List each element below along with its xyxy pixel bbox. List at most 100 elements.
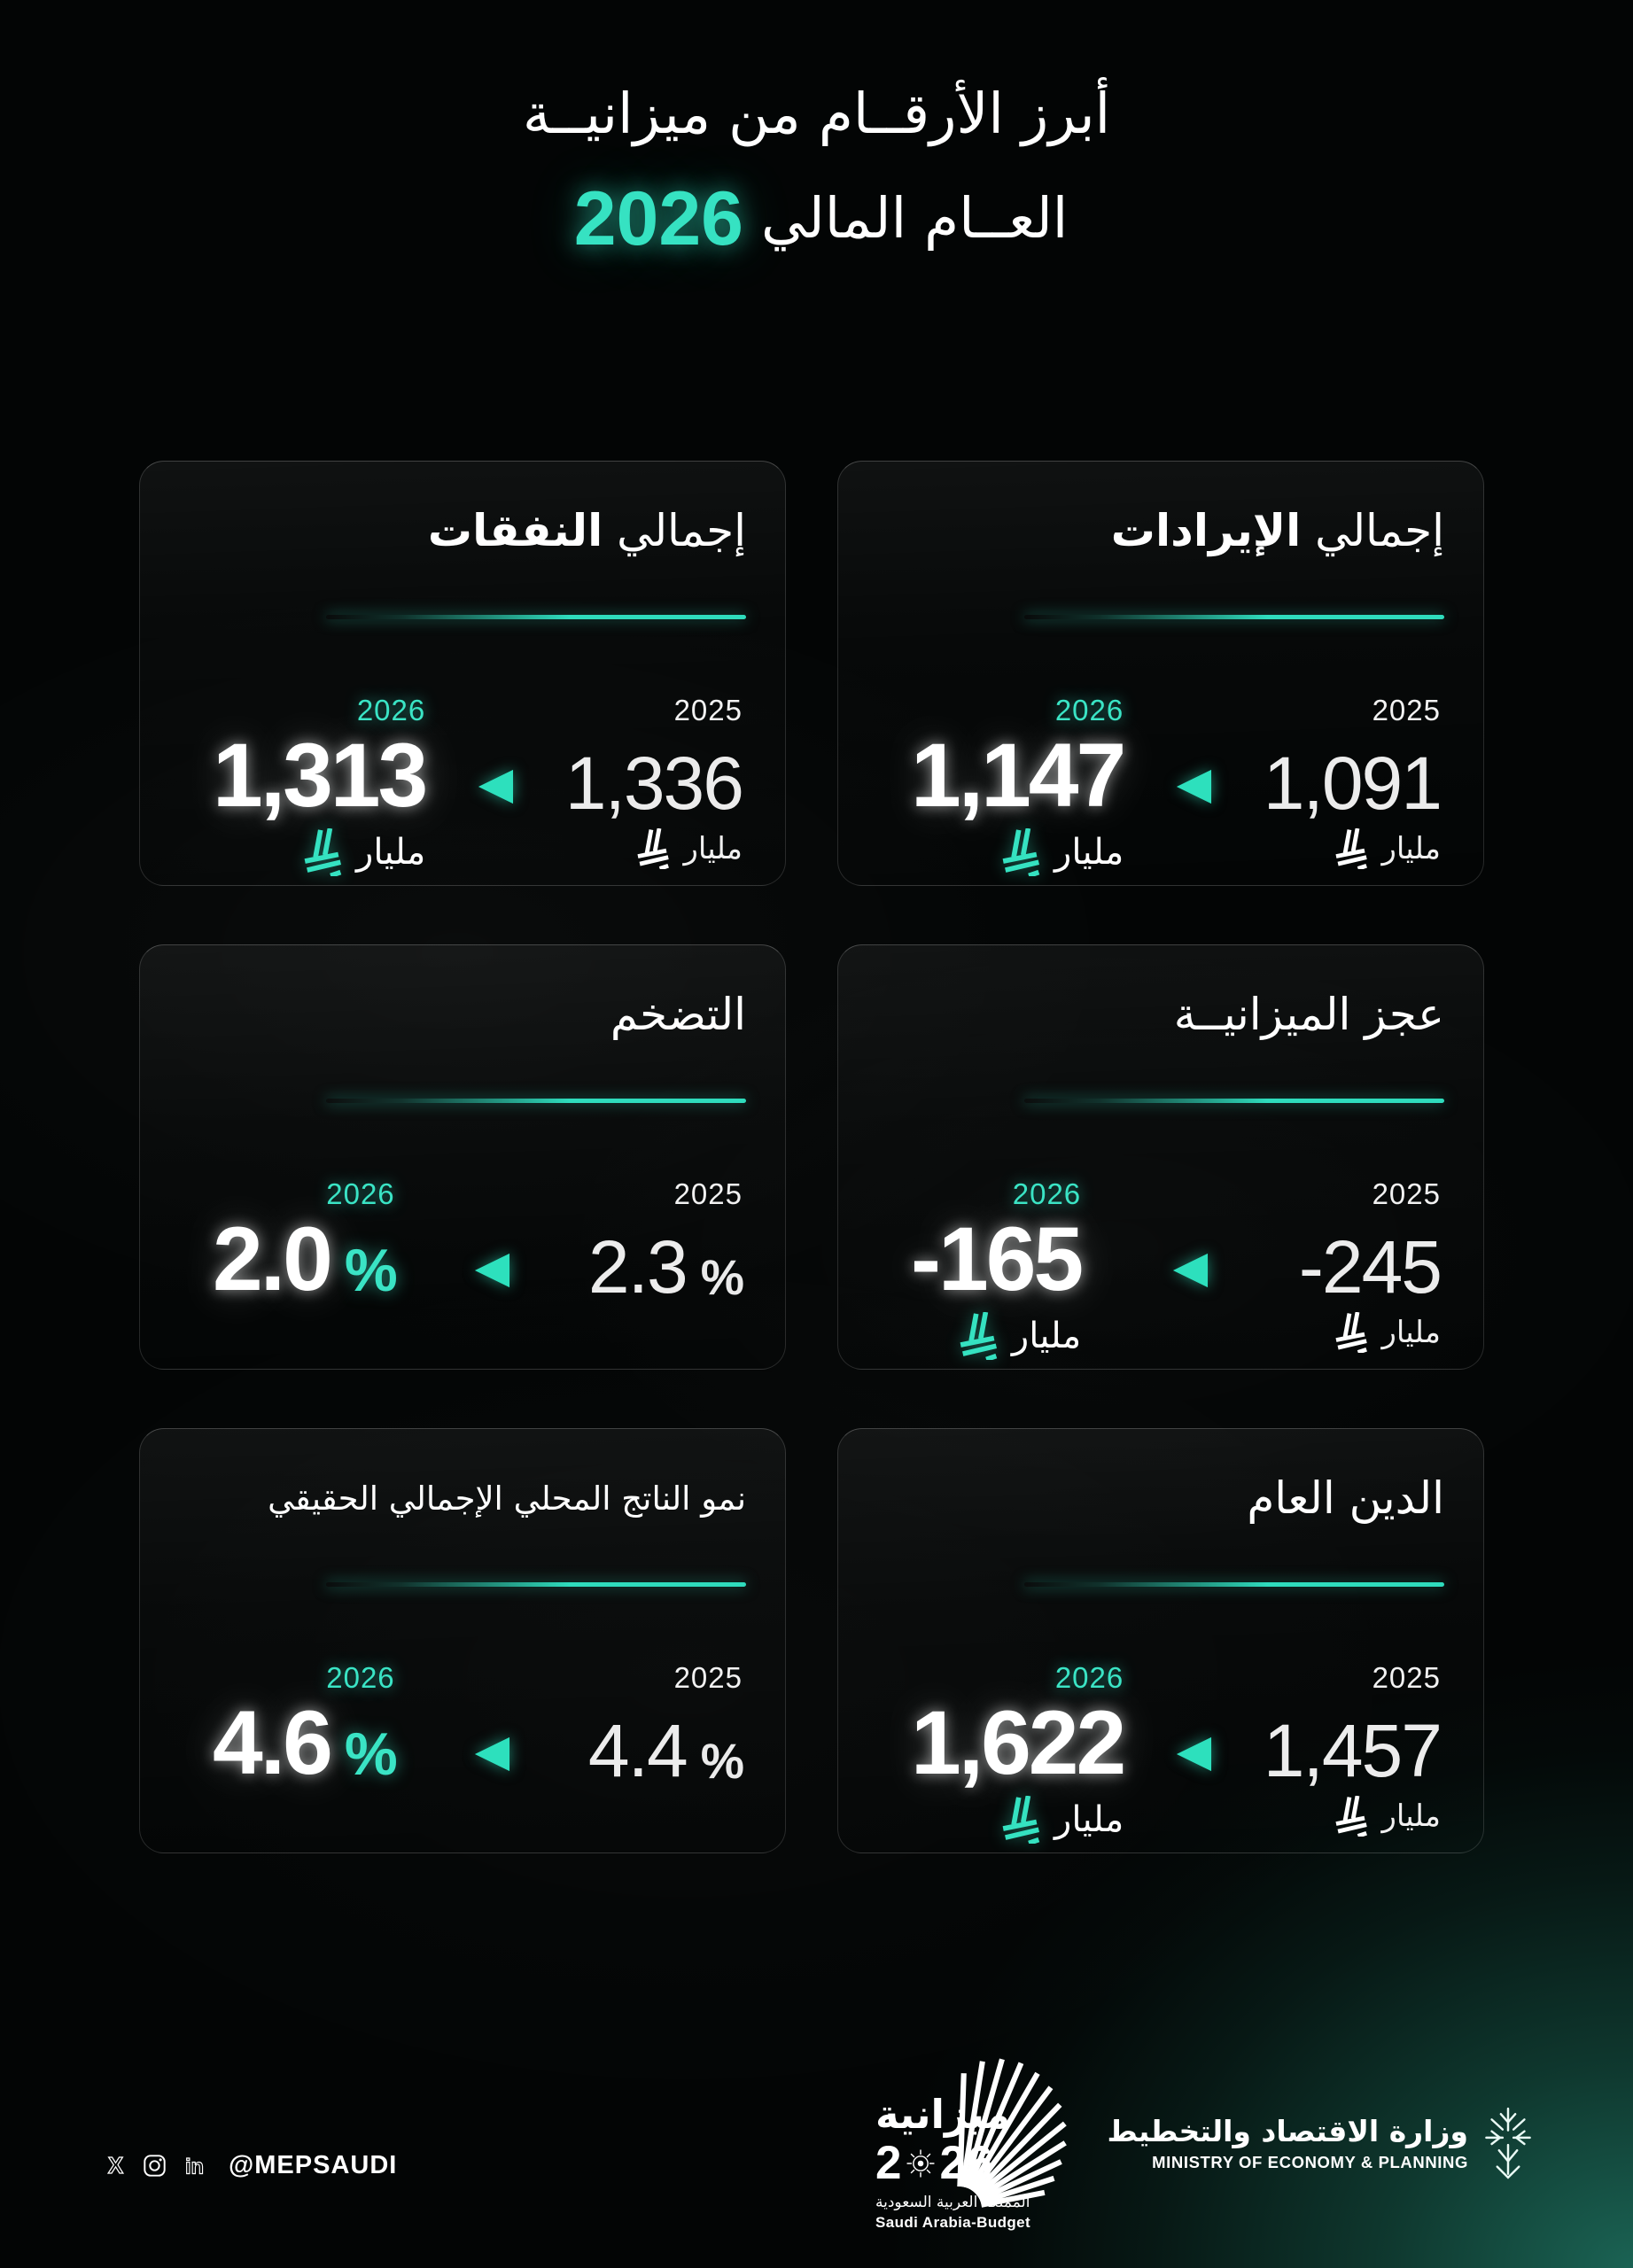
teal-underline — [1024, 615, 1444, 619]
card-title: نمو الناتج المحلي الإجمالي الحقيقي — [179, 1470, 746, 1527]
linkedin-icon: in — [184, 2155, 204, 2179]
saudi-riyal-icon — [1332, 828, 1369, 869]
value-group-2025: 2025 -245 مليار — [1298, 1177, 1442, 1353]
teal-underline — [1024, 1582, 1444, 1587]
social-bar: X in @MEPSAUDI — [103, 2151, 397, 2180]
card-public-debt: الدين العام 2025 1,457 مليار 2026 — [837, 1428, 1484, 1853]
card-title-regular: عجز الميزانيــة — [1173, 989, 1444, 1040]
year-label-2026: 2026 — [326, 1177, 395, 1210]
percent-sign: % — [700, 1733, 744, 1789]
svg-text:X: X — [108, 2154, 124, 2179]
saudi-riyal-icon — [634, 828, 671, 869]
card-real-gdp-growth: نمو الناتج المحلي الإجمالي الحقيقي 2025 … — [139, 1428, 786, 1853]
value-2026-number: -165 — [911, 1208, 1084, 1310]
value-2025: 1,091 — [1263, 729, 1442, 826]
unit-word: مليار — [1381, 831, 1441, 866]
saudi-riyal-icon — [299, 828, 344, 876]
value-2026-number: 1,622 — [911, 1692, 1126, 1794]
value-2025-number: 1,457 — [1263, 1709, 1442, 1793]
title-line2-text: العــام المالي — [761, 186, 1069, 252]
value-group-2025: 2025 4.4 % — [588, 1661, 744, 1789]
svg-text:in: in — [185, 2155, 204, 2179]
year-label-2025: 2025 — [673, 694, 743, 726]
change-arrow-icon — [476, 768, 515, 805]
value-2025-number: -245 — [1298, 1225, 1442, 1309]
value-2026-number: 2.0 — [213, 1208, 333, 1310]
budget-logo-country-ar: المملكة العربية السعودية — [875, 2194, 1030, 2211]
budget-logo-year: 2 26 — [875, 2140, 1030, 2186]
card-total-revenues: إجمالي الإيرادات 2025 1,091 مليار — [837, 461, 1484, 886]
value-group-2026: 2026 1,622 مليار — [911, 1661, 1126, 1844]
teal-underline — [1024, 1099, 1444, 1103]
teal-underline — [326, 615, 746, 619]
value-group-2025: 2025 1,091 مليار — [1263, 694, 1442, 869]
value-group-2026: 2026 -165 مليار — [911, 1177, 1084, 1360]
year-label-2026: 2026 — [356, 694, 426, 726]
ministry-logo-text: وزارة الاقتصاد والتخطيط MINISTRY OF ECON… — [1107, 2114, 1468, 2172]
card-title: التضخم — [179, 986, 746, 1044]
value-group-2026: 2026 4.6 % — [213, 1661, 398, 1788]
title-year: 2026 — [573, 176, 744, 262]
value-2026-number: 1,147 — [911, 725, 1126, 827]
value-2026: 2.0 % — [213, 1208, 398, 1310]
x-icon: X — [107, 2153, 124, 2179]
card-title-bold: الإيرادات — [1110, 505, 1302, 556]
ministry-name-english: MINISTRY OF ECONOMY & PLANNING — [1152, 2152, 1468, 2171]
kpi-card-grid: إجمالي الإيرادات 2025 1,091 مليار — [139, 461, 1484, 1853]
budget-year-digit: 2 — [875, 2137, 903, 2189]
value-2026: 1,313 — [213, 725, 428, 827]
budget-year-rest: 26 — [939, 2137, 994, 2189]
value-2025-number: 1,336 — [564, 742, 744, 826]
unit-word: مليار — [1381, 1315, 1441, 1350]
change-arrow-icon — [472, 1736, 511, 1773]
value-group-2026: 2026 1,147 مليار — [911, 694, 1126, 876]
card-budget-deficit: عجز الميزانيــة 2025 -245 مليار 2026 — [837, 944, 1484, 1370]
unit-row-2026: مليار — [998, 828, 1124, 876]
unit-row-2025: مليار — [1332, 1312, 1441, 1353]
value-2025-number: 1,091 — [1263, 742, 1442, 826]
palm-emblem-icon — [907, 2149, 935, 2177]
card-title-regular: نمو الناتج المحلي الإجمالي الحقيقي — [268, 1480, 746, 1518]
unit-row-2026: مليار — [299, 828, 425, 876]
value-group-2026: 2026 1,313 مليار — [213, 694, 428, 876]
unit-word: مليار — [1011, 1316, 1082, 1356]
unit-row-2026: مليار — [998, 1796, 1124, 1844]
value-2026: 4.6 % — [213, 1697, 398, 1788]
teal-underline — [326, 1582, 746, 1588]
saudi-riyal-icon — [998, 1796, 1042, 1844]
value-2026: 1,622 — [911, 1692, 1126, 1794]
card-title-regular: التضخم — [610, 989, 746, 1040]
value-group-2025: 2025 1,457 مليار — [1263, 1661, 1442, 1837]
year-label-2026: 2026 — [1012, 1177, 1082, 1210]
page-title: أبرز الأرقــام من ميزانيــة العــام الما… — [0, 0, 1633, 270]
social-handle: @MEPSAUDI — [229, 2151, 398, 2179]
unit-word: مليار — [356, 832, 426, 873]
unit-word: مليار — [1054, 832, 1124, 873]
year-label-2026: 2026 — [1054, 694, 1124, 726]
year-label-2026: 2026 — [1054, 1661, 1124, 1694]
values-row: 2025 4.4 % 2026 4.6 % — [179, 1661, 746, 1789]
instagram-icon — [144, 2155, 166, 2177]
value-2026-number: 1,313 — [213, 725, 428, 827]
year-label-2026: 2026 — [326, 1661, 395, 1695]
budget-logo-country-en: Saudi Arabia-Budget — [875, 2214, 1031, 2231]
unit-word: مليار — [1381, 1798, 1441, 1834]
unit-row-2025: مليار — [634, 828, 743, 869]
percent-sign: % — [700, 1249, 744, 1305]
values-row: 2025 1,457 مليار 2026 1,622 مليار — [877, 1661, 1444, 1844]
value-2025-number: 2.3 — [587, 1225, 688, 1309]
saudi-riyal-icon — [955, 1312, 999, 1360]
value-2026: -165 — [911, 1208, 1084, 1310]
ministry-logo: وزارة الاقتصاد والتخطيط MINISTRY OF ECON… — [1107, 2105, 1536, 2181]
year-label-2025: 2025 — [1372, 1177, 1441, 1210]
teal-underline — [326, 1099, 746, 1103]
change-arrow-icon — [1174, 1736, 1213, 1773]
value-2025: 2.3 % — [587, 1213, 744, 1309]
value-2025: 1,457 — [1263, 1697, 1442, 1793]
card-title: إجمالي النفقات — [179, 502, 746, 560]
change-arrow-icon — [472, 1252, 511, 1289]
year-label-2025: 2025 — [673, 1661, 743, 1695]
card-title-regular: إجمالي — [617, 505, 746, 556]
value-2026: 1,147 — [911, 725, 1126, 827]
